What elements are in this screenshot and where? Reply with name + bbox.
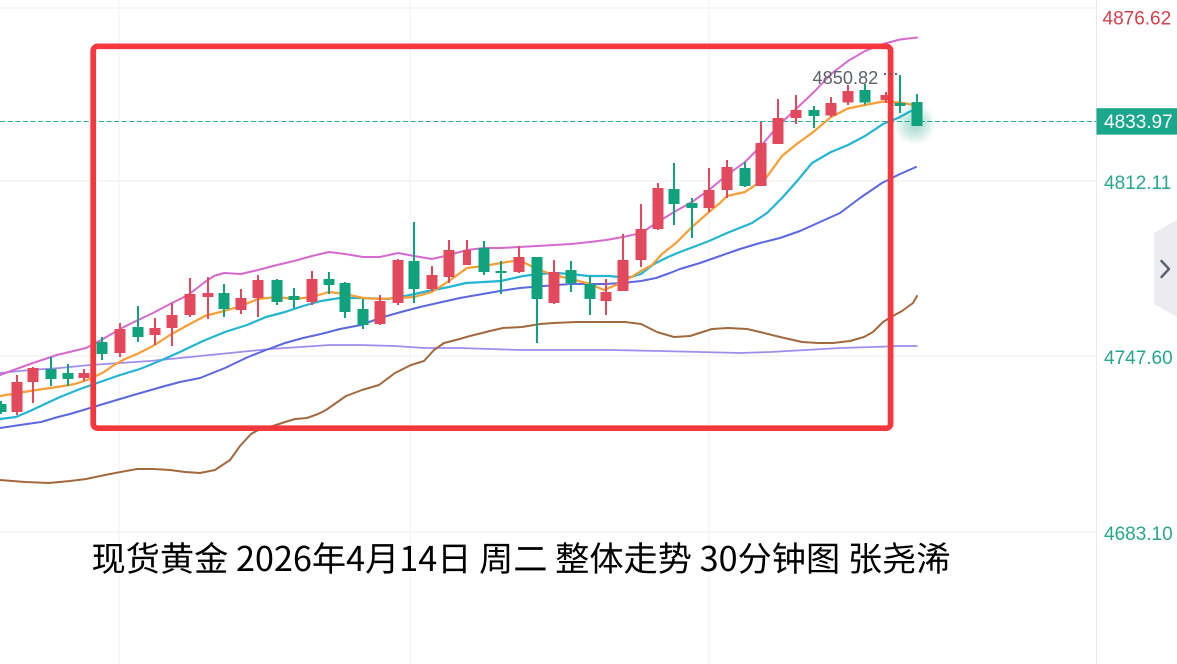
svg-text:4812.11: 4812.11	[1104, 173, 1171, 194]
svg-text:4850.82: 4850.82	[813, 68, 879, 88]
svg-text:4683.10: 4683.10	[1104, 524, 1173, 545]
svg-text:4876.62: 4876.62	[1103, 8, 1172, 29]
svg-text:4747.60: 4747.60	[1104, 348, 1173, 369]
svg-text:4833.97: 4833.97	[1104, 112, 1173, 133]
